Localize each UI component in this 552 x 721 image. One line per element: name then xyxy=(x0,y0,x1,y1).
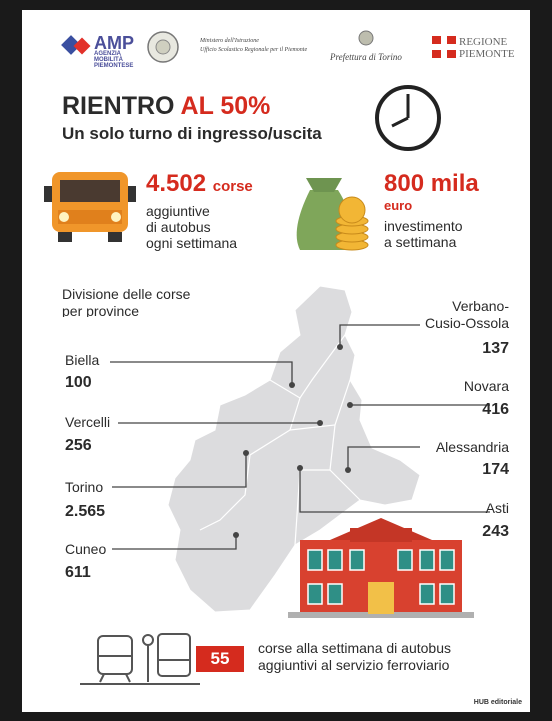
clock-icon xyxy=(375,85,441,151)
amp-logo-sub: PIEMONTESE xyxy=(94,63,134,69)
stat-desc: di autobus xyxy=(146,219,211,235)
province-value: 137 xyxy=(482,340,509,357)
stat-desc: ogni settimana xyxy=(146,235,238,251)
subtitle: Un solo turno di ingresso/uscita xyxy=(62,124,322,143)
credit: HUB editoriale xyxy=(473,699,522,706)
province-name: Verbano- Cusio-Ossola xyxy=(424,298,509,331)
stat-unit: euro xyxy=(384,198,413,213)
province-value: 174 xyxy=(482,461,509,478)
map-heading: Divisione delle corse xyxy=(62,286,191,302)
province-name: Vercelli xyxy=(65,414,111,430)
title-main: RIENTRO xyxy=(62,92,175,120)
amp-logo-sub: AGENZIA xyxy=(94,51,121,57)
footer-value-box xyxy=(196,646,244,672)
stat-value: 4.502 corse xyxy=(146,170,253,198)
province-name: Cuneo xyxy=(65,541,107,557)
regione-text: REGIONE xyxy=(459,36,508,48)
ministero-text: Ufficio Scolastico Regionale per il Piem… xyxy=(200,47,308,53)
stat-desc: aggiuntive xyxy=(146,203,210,219)
province-value: 100 xyxy=(65,374,92,391)
province-borders xyxy=(199,334,361,546)
prefettura-text: Prefettura di Torino xyxy=(330,52,402,62)
province-name: Asti xyxy=(485,500,509,516)
amp-logo-text: AMP xyxy=(94,33,134,53)
footer-text: corse alla settimana di autobus xyxy=(258,640,451,656)
stat-unit: corse xyxy=(212,178,253,195)
province-value: 2.565 xyxy=(65,503,106,520)
stat-number: 800 mila xyxy=(384,170,479,197)
amp-logo-sub: MOBILITÀ xyxy=(94,57,123,63)
ministero-text: Ministero dell'Istruzione xyxy=(200,38,259,44)
regione-text: PIEMONTE xyxy=(459,48,515,60)
title: RIENTRO AL 50% xyxy=(62,92,270,121)
province-value: 416 xyxy=(482,401,509,418)
transport-icons xyxy=(80,633,200,685)
amp-logo-icon xyxy=(61,35,91,55)
map-heading: per province xyxy=(62,303,140,317)
province-name: Novara xyxy=(463,378,509,394)
province-name: Torino xyxy=(65,479,104,495)
province-name: Biella xyxy=(65,352,100,368)
province-name: Alessandria xyxy=(435,439,509,455)
province-value: 611 xyxy=(65,564,91,581)
bus-icon xyxy=(44,172,136,242)
title-highlight: AL 50% xyxy=(180,92,271,120)
stat-number: 4.502 xyxy=(146,170,207,197)
emblem xyxy=(147,30,374,63)
stat-desc: investimento xyxy=(384,218,463,234)
stat-desc: a settimana xyxy=(384,234,457,250)
leader-lines xyxy=(110,324,490,550)
province-value: 243 xyxy=(482,523,509,540)
footer-text: aggiuntivi al servizio ferroviario xyxy=(258,657,450,673)
map-dots xyxy=(233,344,353,538)
piemonte-map xyxy=(167,285,421,613)
school-building xyxy=(288,518,474,618)
money-bag-icon xyxy=(296,178,369,251)
province-value: 256 xyxy=(65,437,92,454)
footer-value: 55 xyxy=(210,649,230,668)
regione-flag xyxy=(432,36,456,58)
